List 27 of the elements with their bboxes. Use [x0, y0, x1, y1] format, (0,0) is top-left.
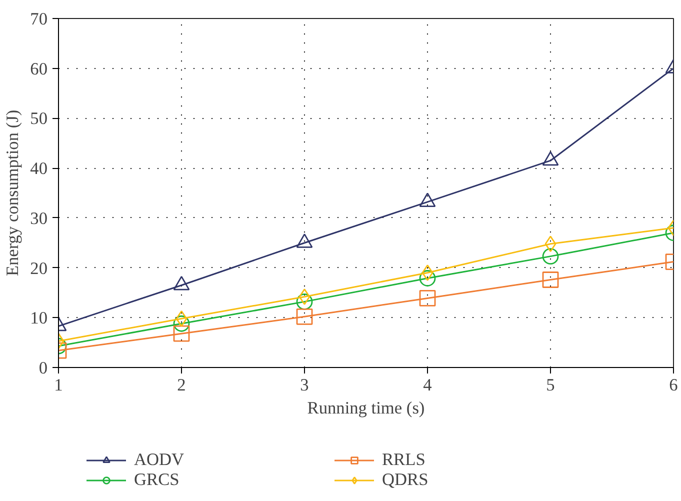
y-tick-label: 50: [30, 109, 48, 128]
y-tick-label: 70: [30, 10, 48, 28]
point: [296, 294, 313, 310]
y-axis-title: Energy consumption (J): [3, 110, 22, 276]
point: [419, 270, 436, 286]
y-tick-label: 0: [38, 358, 48, 378]
x-axis-title: Running time (s): [307, 398, 425, 418]
point: [419, 192, 436, 208]
point: [422, 264, 434, 281]
legend-label: AODV: [134, 450, 186, 470]
y-tick-label: 10: [30, 308, 48, 328]
legend-label: QDRS: [382, 470, 430, 490]
point: [419, 290, 436, 306]
x-tick-label: 4: [423, 376, 432, 394]
x-tick-label: 5: [546, 376, 555, 394]
point: [296, 308, 313, 325]
y-tick-label: 60: [30, 59, 48, 78]
y-tick-label: 40: [30, 159, 48, 178]
legend-label: RRLS: [382, 450, 426, 470]
x-tick-label: 3: [300, 376, 309, 394]
x-tick-label: 1: [54, 376, 63, 394]
x-tick-label: 6: [669, 376, 678, 394]
x-tick-label: 2: [177, 376, 186, 394]
y-tick-label: 30: [30, 208, 48, 228]
point: [298, 288, 310, 305]
legend-label: GRCS: [134, 470, 180, 490]
y-tick-label: 20: [30, 258, 48, 278]
